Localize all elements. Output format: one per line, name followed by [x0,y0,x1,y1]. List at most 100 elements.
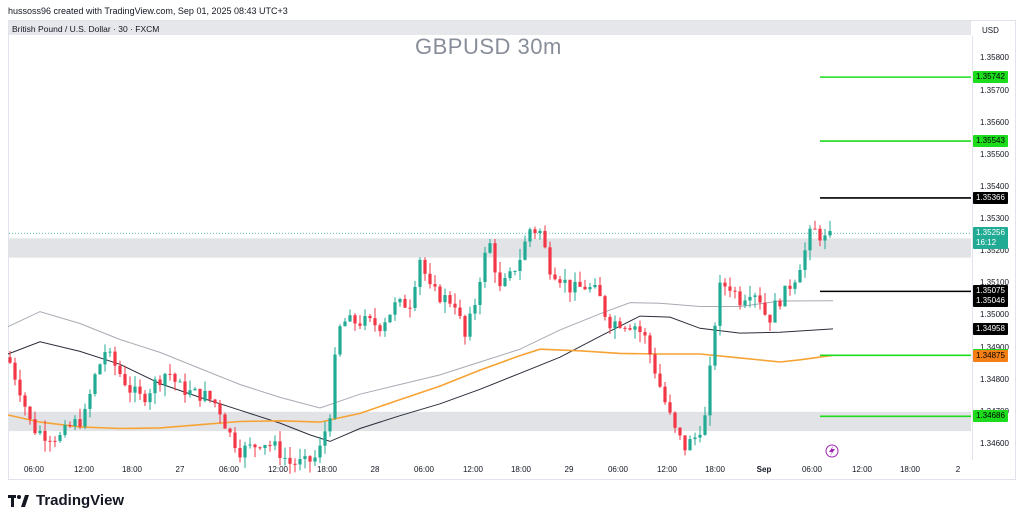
candle-body [208,390,212,400]
candle-body [718,282,722,326]
candle-body [83,408,87,427]
candle-body [68,425,72,427]
candle-body [823,235,827,241]
candle-body [338,326,342,355]
candle-body [123,373,127,386]
tradingview-logo-icon [8,494,29,507]
price-label-1.35543: 1.35543 [973,135,1008,148]
candle-body [438,286,442,303]
candle-body [448,295,452,304]
candle-body [543,230,547,248]
y-tick-label: 1.35700 [980,85,1009,95]
candle-body [663,386,667,403]
price-label-1.34958: 1.34958 [973,322,1008,335]
candle-body [708,365,712,416]
candle-body [473,304,477,314]
y-tick-label: 1.34600 [980,438,1009,448]
candle-body [143,393,147,403]
x-tick-label: 12:00 [656,465,678,474]
candle-body [408,307,412,309]
candle-body [223,414,227,429]
candle-body [553,274,557,280]
candle-body [243,445,247,458]
y-tick-label: 1.35500 [980,149,1009,159]
x-tick-label: 06:00 [801,465,823,474]
created-by-text: hussoss96 created with TradingView.com, … [8,6,288,16]
x-tick-label: 12:00 [73,465,95,474]
candle-body [313,457,317,462]
candle-body [763,302,767,315]
candle-body [273,441,277,446]
candle-body [283,457,287,459]
x-tick-label: 06:00 [607,465,629,474]
candle-body [523,241,527,260]
x-tick-label: 2 [955,465,961,474]
candle-body [508,271,512,279]
logo-text: TradingView [36,492,125,509]
candle-body [683,435,687,451]
tradingview-logo[interactable]: TradingView [8,492,124,509]
candle-body [188,390,192,395]
x-tick-label: 27 [175,465,185,474]
candle-body [783,285,787,307]
candle-body [558,279,562,283]
candle-body [678,427,682,436]
price-scale[interactable] [972,36,1017,460]
currency-label[interactable]: USD [982,26,999,35]
candle-body [228,428,232,433]
x-tick-label: 18:00 [510,465,532,474]
candle-body [588,287,592,290]
candle-body [118,365,122,374]
candle-body [443,295,447,303]
y-tick-label: 1.35800 [980,53,1009,63]
candle-body [198,388,202,401]
candle-body [233,432,237,448]
candle-body [213,399,217,404]
y-tick-label: 1.35200 [980,246,1009,256]
candle-body [138,386,142,394]
candle-body [318,445,322,458]
candle-body [633,326,637,330]
candle-body [88,393,92,409]
candle-body [108,351,112,353]
y-tick-label: 1.34800 [980,374,1009,384]
symbol-bar [9,21,971,35]
candle-body [753,295,757,297]
candle-body [778,300,782,307]
candle-body [478,281,482,305]
candle-body [203,390,207,401]
candle-body [128,385,132,393]
x-tick-label: 12:00 [851,465,873,474]
price-label-1.35256: 1.35256 16:12 [973,227,1008,250]
candle-body [713,325,717,366]
price-label-1.34875: 1.34875 [973,349,1008,362]
candle-body [173,373,177,382]
candle-body [433,284,437,287]
candle-body [738,291,742,306]
candle-body [193,388,197,391]
candle-body [23,395,27,407]
candle-body [573,281,577,293]
candle-body [293,463,297,465]
candle-body [618,321,622,328]
candle-body [828,230,832,236]
candle-body [803,250,807,270]
candle-body [628,328,632,330]
price-label-1.35366: 1.35366 [973,191,1008,204]
candle-body [73,419,77,427]
candle-body [468,313,472,337]
candle-body [608,316,612,329]
symbol-description[interactable]: British Pound / U.S. Dollar · 30 · FXCM [12,24,160,34]
candle-body [363,315,367,326]
candle-body [218,403,222,415]
candle-body [493,243,497,273]
candle-body [113,351,117,366]
candle-body [158,379,162,386]
candle-body [328,418,332,432]
candle-body [583,286,587,290]
candle-body [798,269,802,283]
candle-body [698,434,702,438]
x-tick-label: 18:00 [316,465,338,474]
candle-body [688,439,692,451]
